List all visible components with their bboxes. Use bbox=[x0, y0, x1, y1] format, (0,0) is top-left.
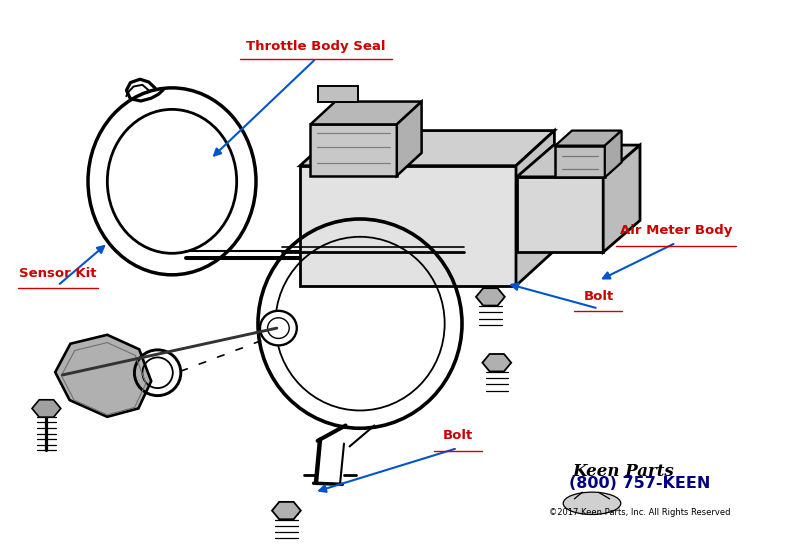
Ellipse shape bbox=[258, 219, 462, 429]
Polygon shape bbox=[310, 124, 397, 176]
Text: Air Meter Body: Air Meter Body bbox=[620, 224, 732, 237]
Text: Throttle Body Seal: Throttle Body Seal bbox=[246, 40, 386, 53]
Text: Sensor Kit: Sensor Kit bbox=[19, 267, 96, 280]
Text: ©2017 Keen Parts, Inc. All Rights Reserved: ©2017 Keen Parts, Inc. All Rights Reserv… bbox=[550, 508, 730, 517]
Ellipse shape bbox=[563, 492, 621, 514]
Ellipse shape bbox=[260, 311, 297, 345]
Polygon shape bbox=[517, 145, 640, 177]
Text: Bolt: Bolt bbox=[442, 430, 473, 442]
Polygon shape bbox=[605, 131, 622, 177]
Polygon shape bbox=[516, 131, 554, 286]
Polygon shape bbox=[517, 177, 603, 252]
Ellipse shape bbox=[88, 88, 256, 275]
Polygon shape bbox=[310, 102, 422, 124]
Polygon shape bbox=[603, 145, 640, 252]
Text: (800) 757-KEEN: (800) 757-KEEN bbox=[570, 476, 710, 491]
Text: Keen Parts: Keen Parts bbox=[572, 463, 674, 480]
Polygon shape bbox=[318, 86, 358, 102]
Polygon shape bbox=[555, 146, 605, 177]
Polygon shape bbox=[397, 102, 422, 176]
Polygon shape bbox=[555, 131, 622, 146]
Polygon shape bbox=[300, 131, 554, 166]
Polygon shape bbox=[55, 335, 151, 417]
Text: Bolt: Bolt bbox=[583, 290, 614, 303]
Polygon shape bbox=[300, 166, 516, 286]
